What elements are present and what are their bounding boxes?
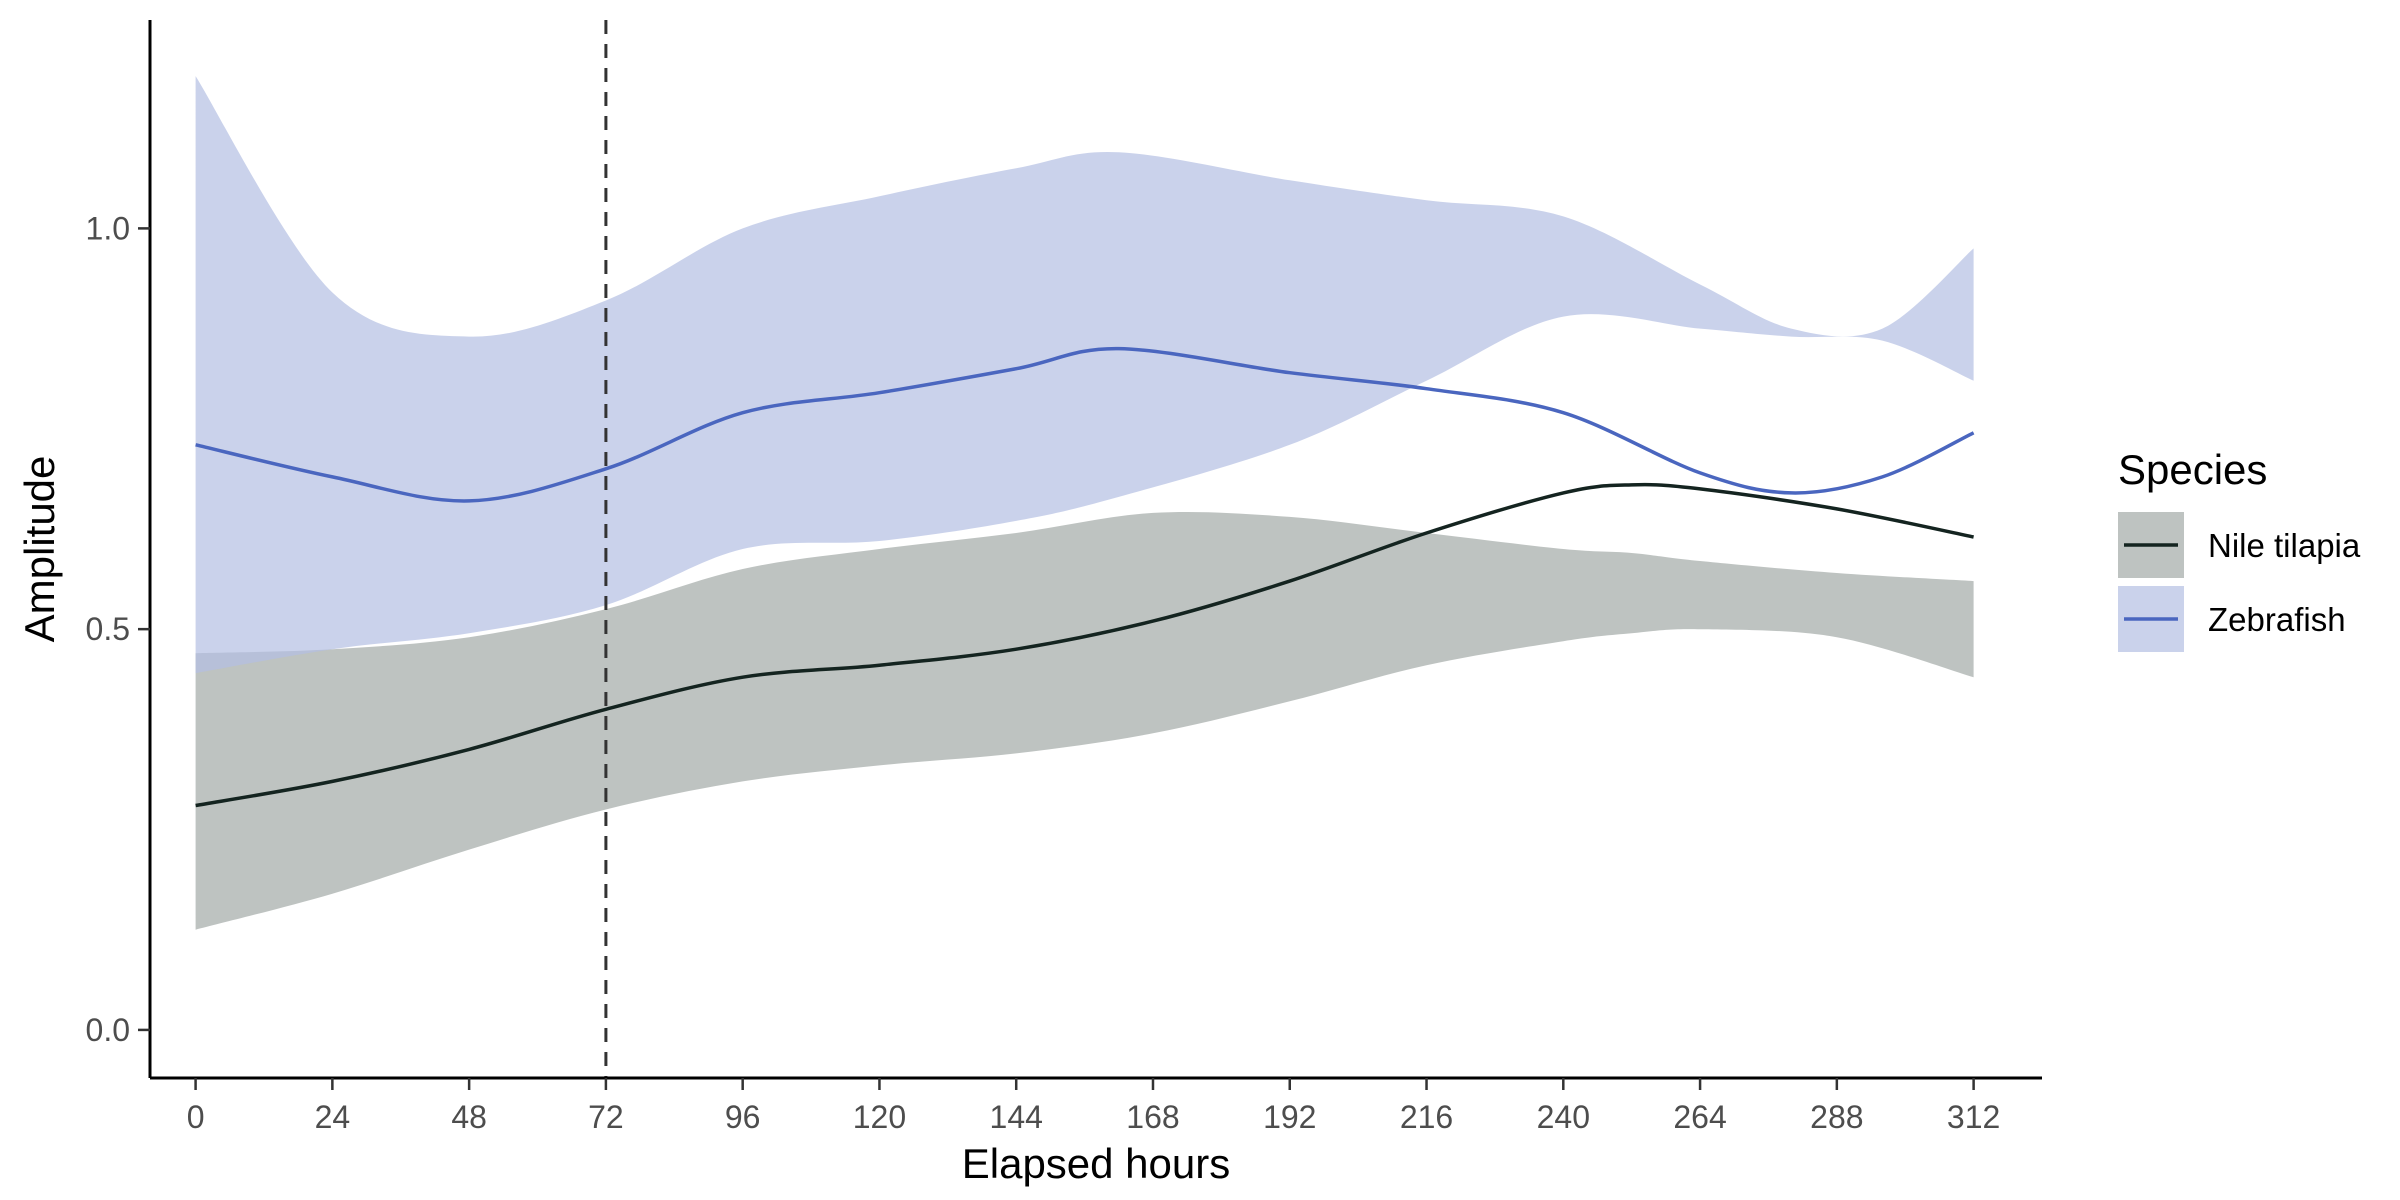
x-tick-label: 312 xyxy=(1947,1099,2000,1135)
y-ticks: 0.0 0.5 1.0 xyxy=(86,210,150,1048)
x-tick-label: 144 xyxy=(990,1099,1043,1135)
x-tick-label: 216 xyxy=(1400,1099,1453,1135)
legend-items: Nile tilapia Zebrafish xyxy=(2118,512,2361,652)
legend: Species Nile tilapia Zebrafish xyxy=(2118,446,2361,652)
x-tick-label: 192 xyxy=(1263,1099,1316,1135)
confidence-band-nile-tilapia xyxy=(195,511,1974,930)
y-axis-title: Amplitude xyxy=(16,456,63,643)
legend-item-zebrafish: Zebrafish xyxy=(2118,586,2346,652)
legend-item-nile-tilapia: Nile tilapia xyxy=(2118,512,2361,578)
x-axis-title: Elapsed hours xyxy=(962,1140,1231,1187)
confidence-band-zebrafish xyxy=(195,76,1974,674)
x-tick-label: 168 xyxy=(1126,1099,1179,1135)
y-tick-label: 0.5 xyxy=(86,611,130,647)
x-tick-label: 288 xyxy=(1810,1099,1863,1135)
x-tick-label: 240 xyxy=(1537,1099,1590,1135)
x-tick-label: 120 xyxy=(853,1099,906,1135)
y-tick-label: 1.0 xyxy=(86,210,130,246)
series-line-zebrafish xyxy=(195,346,1975,503)
x-tick-label: 24 xyxy=(315,1099,351,1135)
x-tick-label: 48 xyxy=(451,1099,487,1135)
x-tick-label: 72 xyxy=(588,1099,624,1135)
y-tick-label: 0.0 xyxy=(86,1012,130,1048)
axes: 0 24 48 72 96 120 144 168 192 216 240 264 288 312 0.0… xyxy=(86,20,2042,1135)
x-ticks: 0 24 48 72 96 120 144 168 192 216 240 264 288 312 xyxy=(187,1078,2000,1135)
series-line-nile-tilapia xyxy=(195,482,1974,808)
x-tick-label: 264 xyxy=(1673,1099,1726,1135)
x-tick-label: 0 xyxy=(187,1099,205,1135)
legend-label: Zebrafish xyxy=(2208,601,2346,638)
x-tick-label: 96 xyxy=(725,1099,761,1135)
legend-label: Nile tilapia xyxy=(2208,527,2361,564)
legend-title: Species xyxy=(2118,446,2267,493)
plot-area xyxy=(195,20,1975,1078)
